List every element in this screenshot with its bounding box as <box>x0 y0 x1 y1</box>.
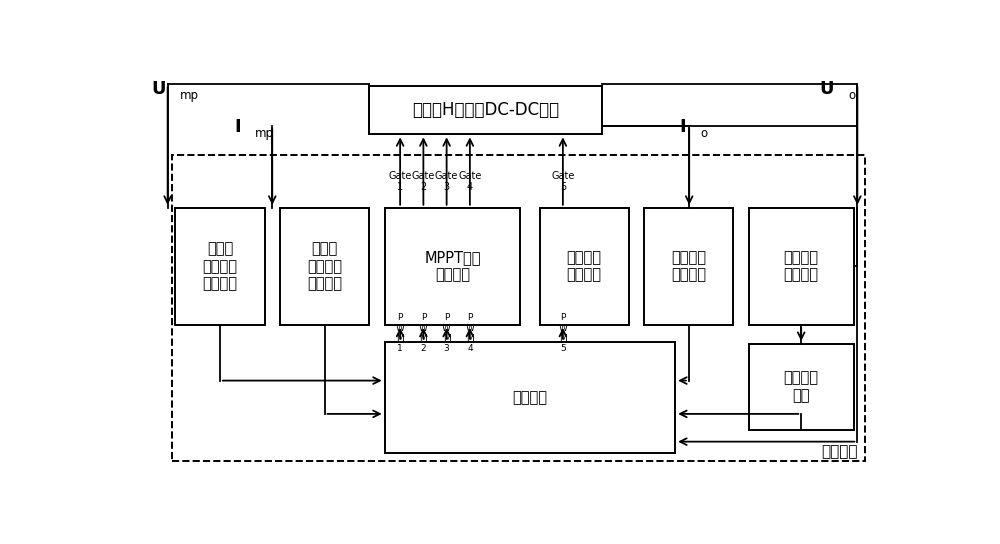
Text: $\mathbf{U}$: $\mathbf{U}$ <box>151 80 165 98</box>
Text: o: o <box>848 89 855 102</box>
Bar <box>172 156 865 461</box>
Text: mp: mp <box>255 127 274 140</box>
Text: 改进型H桥拓扑DC-DC电路: 改进型H桥拓扑DC-DC电路 <box>412 101 559 119</box>
Text: $\mathbf{I}$: $\mathbf{I}$ <box>679 118 686 135</box>
Bar <box>644 208 733 325</box>
Bar <box>385 208 520 325</box>
Text: mp: mp <box>180 89 199 102</box>
Text: P
W
M
4: P W M 4 <box>465 313 474 354</box>
Text: 母线电流
采样模块: 母线电流 采样模块 <box>671 250 706 282</box>
Text: 太阳阵
工作电压
采样模块: 太阳阵 工作电压 采样模块 <box>202 242 237 291</box>
Bar <box>749 344 854 430</box>
Text: 直通模式
驱动模块: 直通模式 驱动模块 <box>567 250 602 282</box>
Text: 控制电路: 控制电路 <box>821 444 857 459</box>
Bar <box>280 208 369 325</box>
Bar <box>749 208 854 325</box>
Text: 逻辑模块: 逻辑模块 <box>512 390 547 405</box>
Text: $\mathbf{U}$: $\mathbf{U}$ <box>819 80 834 98</box>
Text: P
W
M
3: P W M 3 <box>442 313 451 354</box>
Bar <box>175 208 264 325</box>
Text: Gate
5: Gate 5 <box>551 171 575 193</box>
Text: Gate
1: Gate 1 <box>388 171 412 193</box>
Text: Gate
4: Gate 4 <box>458 171 482 193</box>
Text: o: o <box>701 127 708 140</box>
Text: 太阳阵
工作电流
采样模块: 太阳阵 工作电流 采样模块 <box>307 242 342 291</box>
Text: Gate
2: Gate 2 <box>412 171 435 193</box>
Text: $\mathbf{I}$: $\mathbf{I}$ <box>234 118 240 135</box>
Bar <box>385 342 675 453</box>
Bar <box>540 208 629 325</box>
Text: Gate
3: Gate 3 <box>435 171 458 193</box>
Bar <box>369 86 602 134</box>
Text: 母线电压
采样模块: 母线电压 采样模块 <box>784 250 819 282</box>
Text: P
W
M
5: P W M 5 <box>558 313 567 354</box>
Text: 过压保护
模块: 过压保护 模块 <box>784 370 819 403</box>
Text: P
W
M
1: P W M 1 <box>396 313 405 354</box>
Text: P
W
M
2: P W M 2 <box>419 313 428 354</box>
Text: MPPT模式
驱动模块: MPPT模式 驱动模块 <box>424 250 481 282</box>
